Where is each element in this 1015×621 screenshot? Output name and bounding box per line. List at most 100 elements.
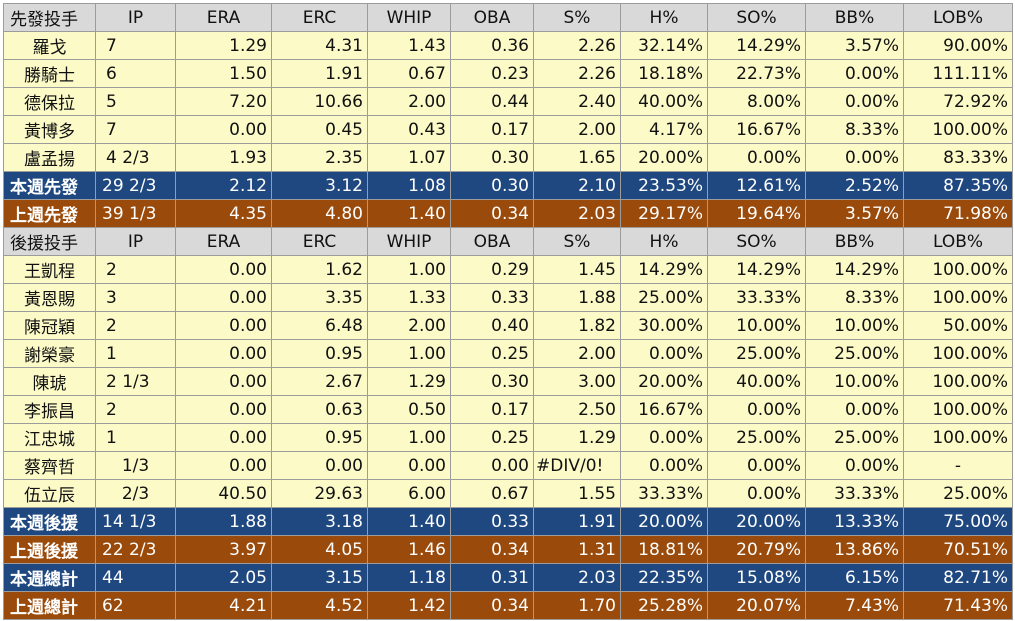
summary-lob-pct: 71.43%: [903, 591, 1013, 620]
cell-erc: 0.45: [271, 115, 368, 144]
cell-h-pct: 30.00%: [620, 311, 708, 340]
summary-era: 2.05: [175, 563, 272, 592]
player-row: 黃博多 7 0.00 0.45 0.43 0.17 2.00 4.17% 16.67% 8.33%…: [3, 115, 1013, 144]
summary-lob-pct: 70.51%: [903, 535, 1013, 564]
cell-lob-pct: 83.33%: [903, 143, 1013, 172]
cell-h-pct: 25.00%: [620, 283, 708, 312]
cell-whip: 1.00: [367, 423, 451, 452]
cell-bb-pct: 25.00%: [805, 339, 904, 368]
column-header-lob-pct: LOB%: [903, 3, 1013, 32]
summary-label: 本週先發: [3, 171, 96, 200]
column-header-s-pct: S%: [533, 3, 621, 32]
cell-lob-pct: 90.00%: [903, 31, 1013, 60]
summary-label: 上週總計: [3, 591, 96, 620]
section-header: 後援投手: [3, 227, 96, 256]
cell-erc: 1.62: [271, 255, 368, 284]
cell-whip: 1.00: [367, 339, 451, 368]
summary-bb-pct: 13.33%: [805, 507, 904, 536]
summary-whip: 1.40: [367, 507, 451, 536]
cell-era: 0.00: [175, 311, 272, 340]
column-header-ip: IP: [95, 227, 176, 256]
cell-era: 0.00: [175, 367, 272, 396]
cell-so-pct: 14.29%: [707, 31, 806, 60]
summary-so-pct: 20.00%: [707, 507, 806, 536]
cell-ip: 2: [95, 255, 176, 284]
column-header-era: ERA: [175, 227, 272, 256]
summary-so-pct: 19.64%: [707, 199, 806, 228]
cell-bb-pct: 33.33%: [805, 479, 904, 508]
column-header-whip: WHIP: [367, 3, 451, 32]
cell-bb-pct: 8.33%: [805, 115, 904, 144]
player-name: 勝騎士: [3, 59, 96, 88]
cell-bb-pct: 10.00%: [805, 311, 904, 340]
player-name: 陳冠穎: [3, 311, 96, 340]
cell-h-pct: 0.00%: [620, 451, 708, 480]
cell-h-pct: 14.29%: [620, 255, 708, 284]
cell-erc: 2.35: [271, 143, 368, 172]
cell-h-pct: 0.00%: [620, 339, 708, 368]
summary-label: 上週後援: [3, 535, 96, 564]
summary-h-pct: 22.35%: [620, 563, 708, 592]
cell-lob-pct: 72.92%: [903, 87, 1013, 116]
cell-so-pct: 0.00%: [707, 143, 806, 172]
cell-s-pct: 2.40: [533, 87, 621, 116]
summary-s-pct: 2.03: [533, 199, 621, 228]
summary-s-pct: 1.70: [533, 591, 621, 620]
summary-lob-pct: 71.98%: [903, 199, 1013, 228]
cell-erc: 0.00: [271, 451, 368, 480]
cell-ip: 5: [95, 87, 176, 116]
player-name: 羅戈: [3, 31, 96, 60]
cell-lob-pct: 100.00%: [903, 395, 1013, 424]
column-header-so-pct: SO%: [707, 3, 806, 32]
cell-h-pct: 0.00%: [620, 423, 708, 452]
cell-so-pct: 14.29%: [707, 255, 806, 284]
summary-so-pct: 15.08%: [707, 563, 806, 592]
cell-oba: 0.30: [450, 143, 534, 172]
cell-erc: 10.66: [271, 87, 368, 116]
cell-oba: 0.25: [450, 339, 534, 368]
summary-s-pct: 1.31: [533, 535, 621, 564]
cell-s-pct: 1.45: [533, 255, 621, 284]
summary-h-pct: 18.81%: [620, 535, 708, 564]
summary-h-pct: 20.00%: [620, 507, 708, 536]
cell-oba: 0.33: [450, 283, 534, 312]
cell-whip: 0.00: [367, 451, 451, 480]
cell-lob-pct: 100.00%: [903, 255, 1013, 284]
cell-so-pct: 22.73%: [707, 59, 806, 88]
summary-bb-pct: 3.57%: [805, 199, 904, 228]
cell-lob-pct: 50.00%: [903, 311, 1013, 340]
this-week-summary-row: 本週先發 29 2/3 2.12 3.12 1.08 0.30 2.10 23.53% 12.6…: [3, 171, 1013, 200]
cell-whip: 1.07: [367, 143, 451, 172]
summary-erc: 3.12: [271, 171, 368, 200]
cell-whip: 0.67: [367, 59, 451, 88]
cell-s-pct: 1.82: [533, 311, 621, 340]
last-week-summary-row: 上週先發 39 1/3 4.35 4.80 1.40 0.34 2.03 29.17% 19.6…: [3, 199, 1013, 228]
cell-era: 0.00: [175, 451, 272, 480]
cell-so-pct: 8.00%: [707, 87, 806, 116]
cell-bb-pct: 0.00%: [805, 451, 904, 480]
summary-label: 上週先發: [3, 199, 96, 228]
cell-whip: 1.00: [367, 255, 451, 284]
player-name: 蔡齊哲: [3, 451, 96, 480]
summary-bb-pct: 13.86%: [805, 535, 904, 564]
summary-era: 4.35: [175, 199, 272, 228]
column-header-so-pct: SO%: [707, 227, 806, 256]
cell-oba: 0.23: [450, 59, 534, 88]
column-header-bb-pct: BB%: [805, 227, 904, 256]
cell-so-pct: 40.00%: [707, 367, 806, 396]
cell-erc: 0.95: [271, 423, 368, 452]
cell-s-pct: 2.26: [533, 31, 621, 60]
player-row: 伍立辰 2/3 40.50 29.63 6.00 0.67 1.55 33.33% 0.00% 3…: [3, 479, 1013, 508]
cell-ip: 7: [95, 31, 176, 60]
cell-oba: 0.30: [450, 367, 534, 396]
column-header-ip: IP: [95, 3, 176, 32]
cell-bb-pct: 14.29%: [805, 255, 904, 284]
cell-s-pct: 2.00: [533, 339, 621, 368]
cell-s-pct: 1.55: [533, 479, 621, 508]
summary-s-pct: 2.10: [533, 171, 621, 200]
table-body: 先發投手 IP ERA ERC WHIP OBA S% H% SO% BB% LOB% 羅戈 7 1.29…: [3, 3, 1013, 620]
summary-label: 本週後援: [3, 507, 96, 536]
player-row: 陳琥 2 1/3 0.00 2.67 1.29 0.30 3.00 20.00% 40.00% 1…: [3, 367, 1013, 396]
cell-s-pct: #DIV/0!: [533, 451, 621, 480]
cell-whip: 2.00: [367, 311, 451, 340]
